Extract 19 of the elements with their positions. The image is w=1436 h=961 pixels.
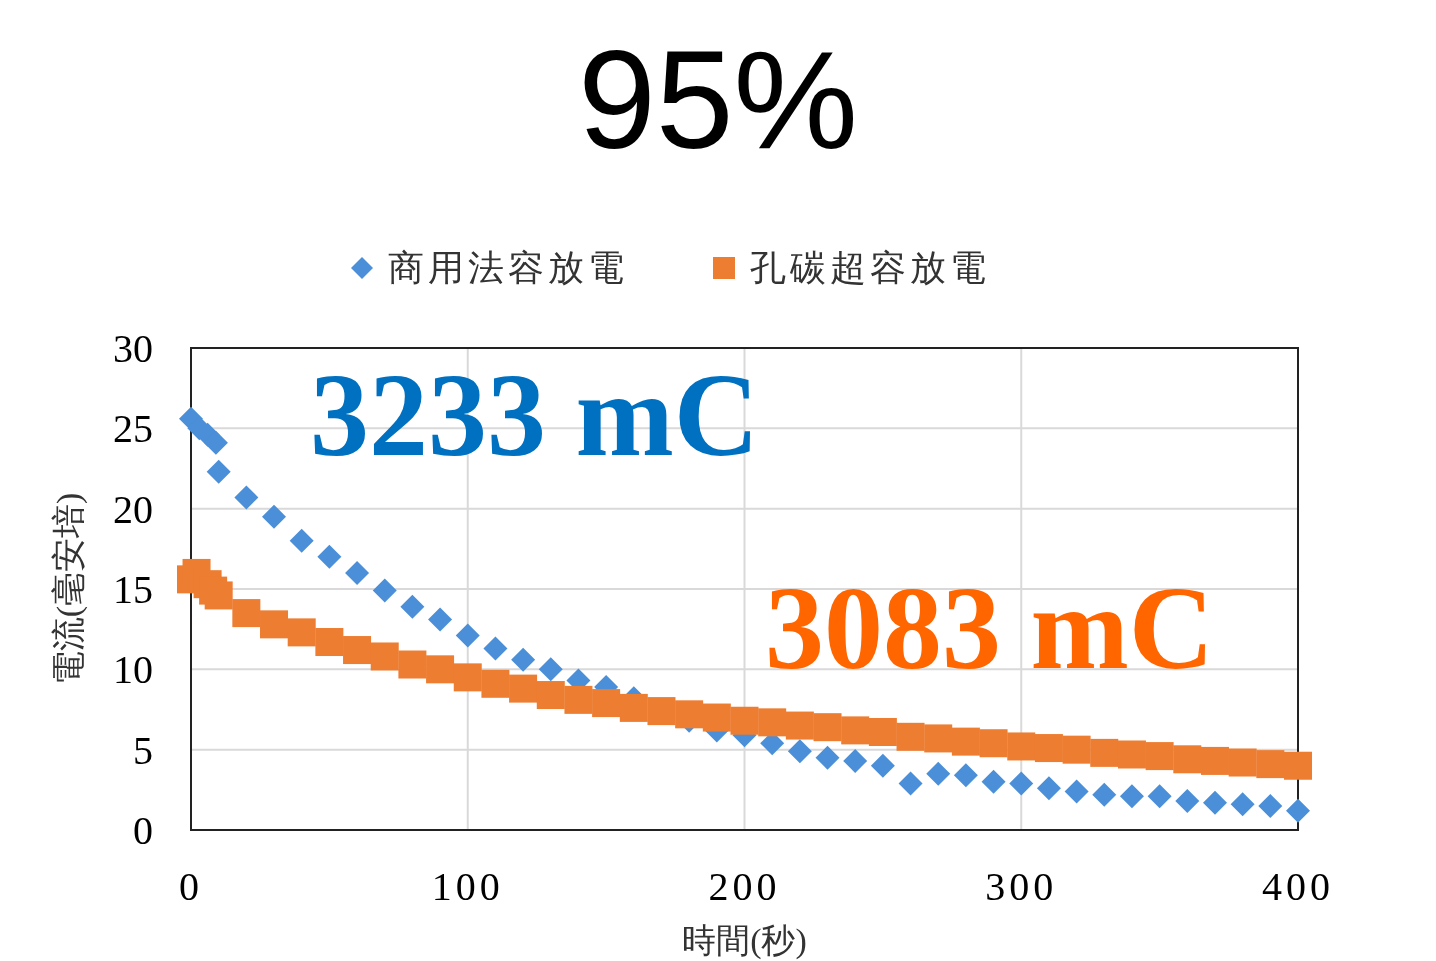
x-tick-label: 400 [1262,864,1334,909]
legend-label: 孔碳超容放電 [750,248,990,288]
annotation: 3083 mC [765,563,1215,694]
chart-title: 95% [577,21,859,178]
x-tick-label: 100 [431,864,504,909]
y-tick-label: 5 [133,727,153,773]
legend-label: 商用法容放電 [388,248,628,288]
y-tick-label: 0 [133,808,153,853]
y-tick-label: 30 [113,326,153,371]
annotation: 3233 mC [310,350,760,481]
y-tick-label: 25 [113,406,153,452]
y-tick-label: 15 [113,567,153,612]
x-tick-label: 200 [708,864,781,909]
y-tick-label: 20 [113,486,153,532]
y-tick-label: 10 [113,647,153,693]
x-tick-label: 0 [179,864,203,909]
x-axis-title: 時間(秒) [682,922,807,960]
x-tick-label: 300 [985,864,1058,909]
y-axis-title: 電流(毫安培) [50,492,88,686]
